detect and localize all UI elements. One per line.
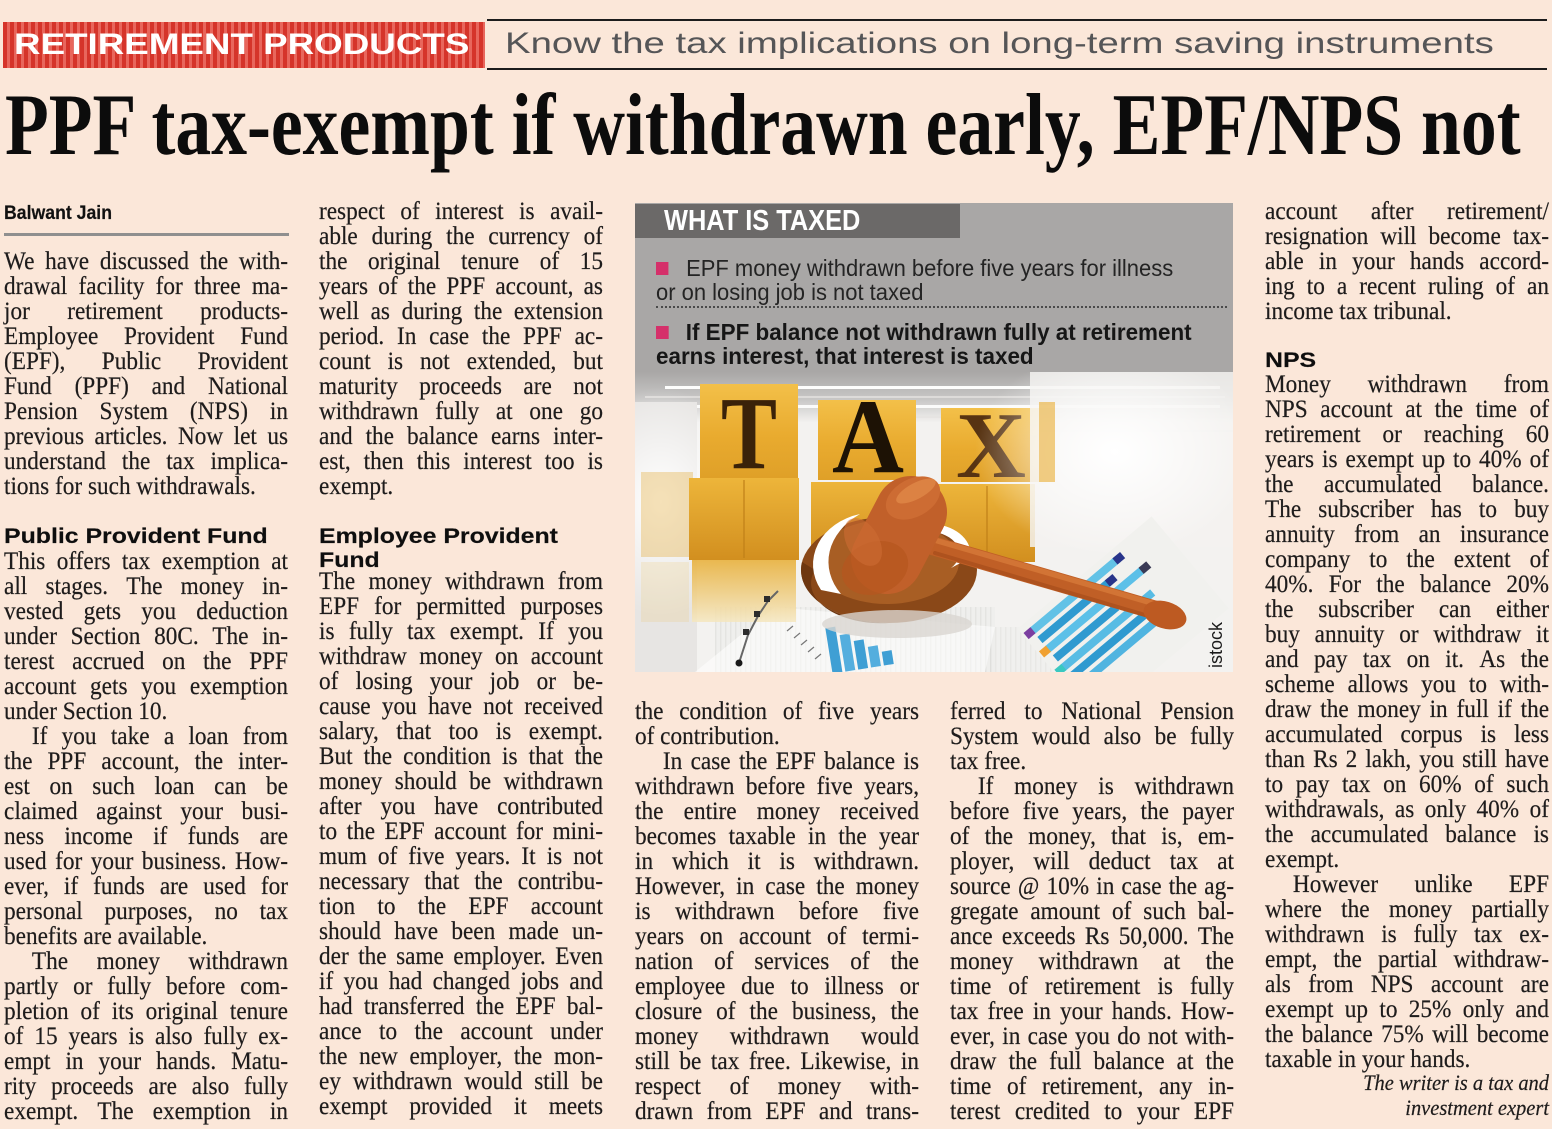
svg-text:A: A — [832, 378, 904, 495]
svg-text:T: T — [721, 376, 777, 491]
